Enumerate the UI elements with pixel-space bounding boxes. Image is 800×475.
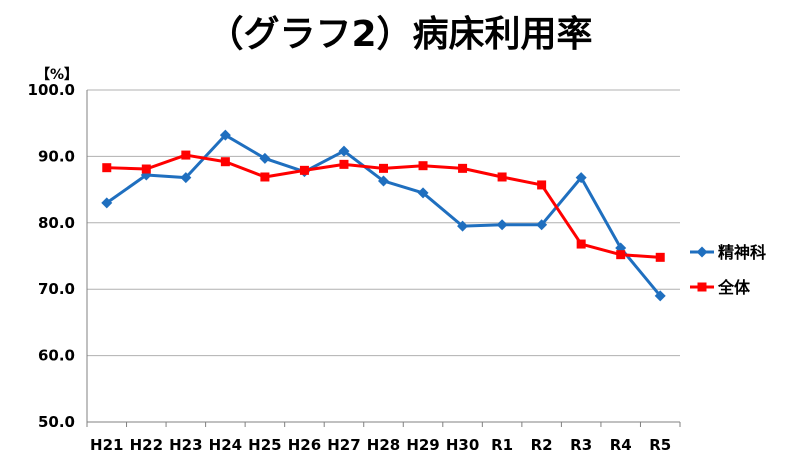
axes bbox=[86, 90, 681, 427]
data-point bbox=[259, 152, 271, 164]
y-tick-label: 50.0 bbox=[38, 413, 75, 431]
data-point bbox=[141, 164, 151, 174]
x-tick-label: R1 bbox=[491, 436, 513, 454]
x-tick-label: H27 bbox=[327, 436, 360, 454]
x-tick-label: H22 bbox=[130, 436, 163, 454]
data-point bbox=[339, 159, 349, 169]
y-tick-label: 70.0 bbox=[38, 280, 75, 298]
x-tick-label: H21 bbox=[90, 436, 123, 454]
data-point bbox=[497, 172, 507, 182]
data-point bbox=[496, 219, 508, 231]
chart-title: （グラフ2）病床利用率 bbox=[207, 14, 592, 55]
data-point bbox=[181, 150, 191, 160]
data-point bbox=[457, 220, 469, 232]
x-tick-label: H24 bbox=[209, 436, 242, 454]
data-point bbox=[220, 157, 230, 167]
data-point bbox=[654, 290, 666, 302]
x-tick-label: R3 bbox=[570, 436, 592, 454]
x-tick-label: H29 bbox=[406, 436, 439, 454]
data-point bbox=[379, 163, 388, 173]
y-tick-label: 80.0 bbox=[38, 214, 75, 232]
data-point bbox=[299, 165, 309, 175]
data-point bbox=[219, 129, 231, 141]
y-axis-ticks: 100.0 90.0 80.0 70.0 60.0 50.0 bbox=[28, 81, 75, 431]
series-2 bbox=[102, 150, 665, 262]
data-point bbox=[180, 172, 192, 184]
gridlines bbox=[87, 89, 680, 357]
data-point bbox=[101, 197, 113, 209]
x-tick-label: H28 bbox=[367, 436, 400, 454]
y-axis-unit-label: 【%】 bbox=[36, 67, 78, 83]
x-axis-ticks: H21 H22 H23 H24 H25 H26 H27 H28 H29 H30 R1 R2 R3 R4 R5 bbox=[90, 436, 671, 454]
legend-label: 全体 bbox=[717, 278, 751, 297]
data-point bbox=[576, 239, 586, 249]
y-tick-label: 100.0 bbox=[28, 81, 75, 99]
legend-entry: 全体 bbox=[690, 278, 751, 297]
legend-marker bbox=[697, 282, 707, 292]
data-point bbox=[102, 163, 112, 173]
data-point bbox=[418, 161, 428, 171]
data-point bbox=[458, 163, 468, 173]
x-tick-label: H26 bbox=[288, 436, 321, 454]
data-point bbox=[260, 172, 270, 182]
data-point bbox=[378, 175, 389, 187]
data-point bbox=[536, 219, 548, 231]
y-tick-label: 60.0 bbox=[38, 347, 75, 365]
data-point bbox=[338, 145, 350, 157]
x-tick-label: R4 bbox=[610, 436, 632, 454]
data-point bbox=[537, 180, 547, 190]
legend-marker bbox=[696, 246, 708, 258]
x-tick-label: H30 bbox=[446, 436, 479, 454]
x-tick-label: H23 bbox=[169, 436, 202, 454]
x-tick-label: R5 bbox=[649, 436, 671, 454]
data-point bbox=[417, 187, 429, 199]
data-point bbox=[616, 250, 626, 260]
legend-entry: 精神科 bbox=[690, 243, 766, 262]
x-tick-label: H25 bbox=[248, 436, 281, 454]
data-point bbox=[655, 252, 665, 262]
x-tick-label: R2 bbox=[531, 436, 553, 454]
series bbox=[101, 129, 666, 302]
y-tick-label: 90.0 bbox=[38, 147, 75, 165]
legend-label: 精神科 bbox=[718, 243, 766, 262]
data-point bbox=[575, 172, 587, 184]
